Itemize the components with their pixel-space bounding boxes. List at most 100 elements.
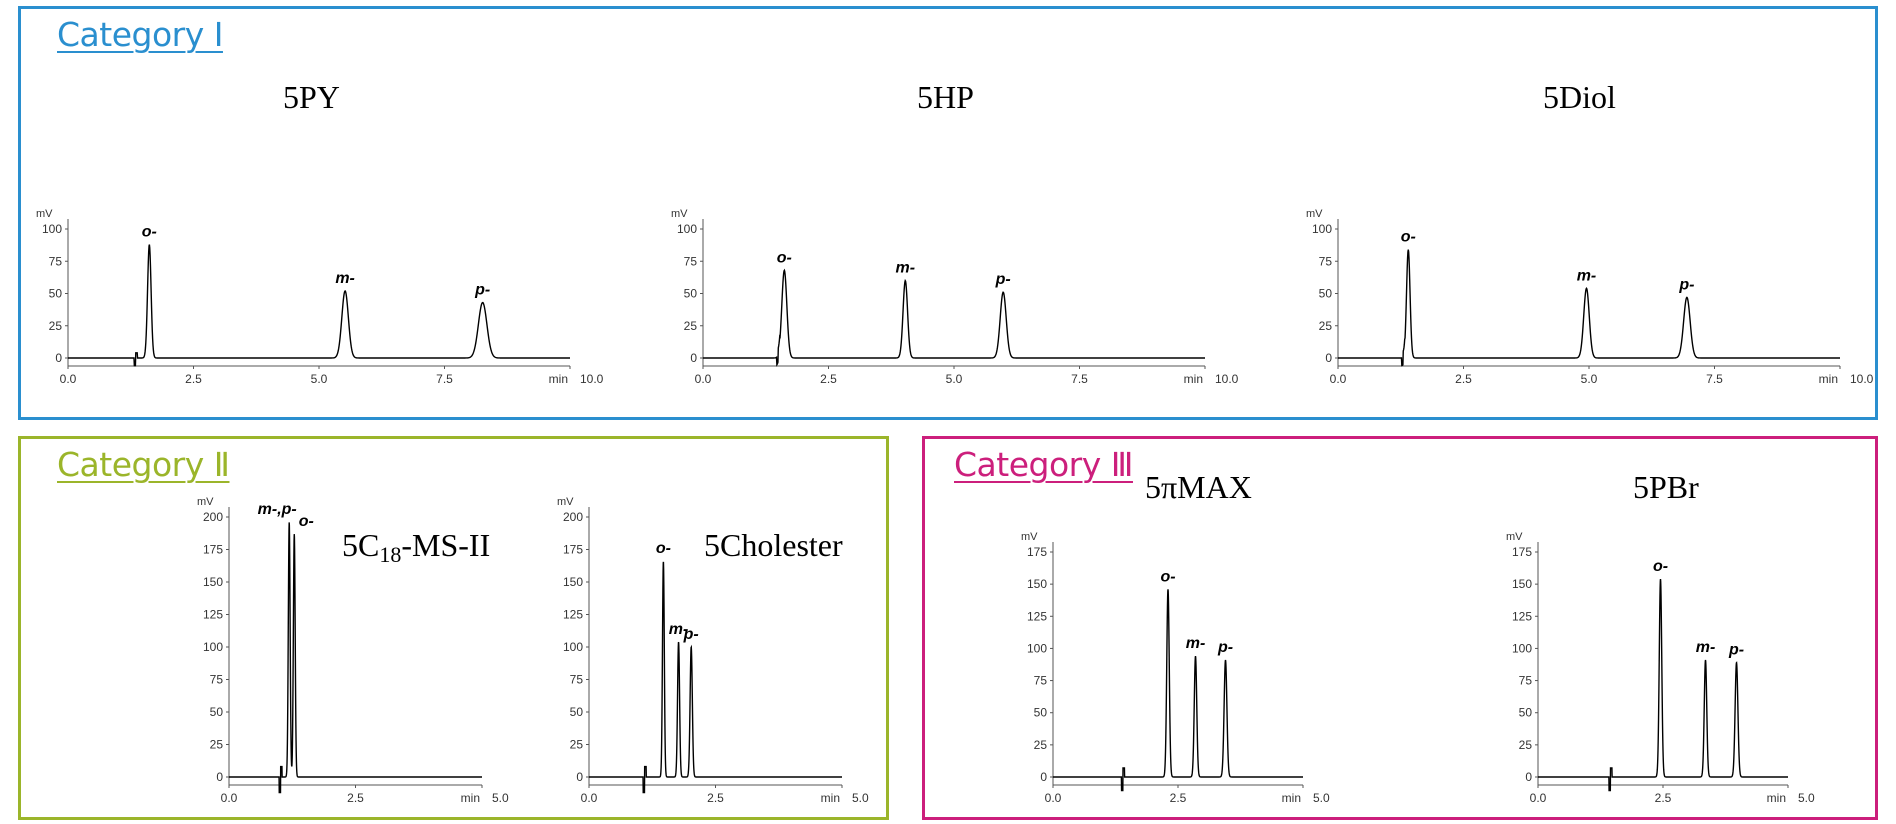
- category-1-panel: Category Ⅰ 5PY 5HP 5Diol: [18, 6, 1878, 420]
- chromatogram-5pimax: 0 25 50 75 100 125 150 175 mV 0.0 2.5 5.0 min o-m-p-: [1021, 531, 1330, 805]
- y-tick-label: 0: [1325, 351, 1332, 365]
- chromatogram-trace: [68, 244, 570, 367]
- x-tick-label: 0.0: [1530, 791, 1547, 805]
- y-tick-label: 100: [563, 640, 583, 654]
- x-tick-label: 5.0: [852, 791, 869, 805]
- x-axis-unit: min: [461, 791, 480, 805]
- y-tick-label: 50: [570, 705, 584, 719]
- x-tick-label: 5.0: [946, 372, 963, 386]
- peak-label-o: o-: [1653, 558, 1668, 575]
- x-tick-label: 7.5: [1071, 372, 1088, 386]
- x-tick-label: 0.0: [221, 791, 238, 805]
- y-tick-label: 50: [49, 287, 63, 301]
- y-axis-unit: mV: [1021, 531, 1038, 543]
- y-tick-label: 0: [690, 351, 697, 365]
- y-tick-label: 100: [42, 222, 62, 236]
- y-tick-label: 75: [1319, 254, 1333, 268]
- category-2-panel: Category Ⅱ 5C18-MS-II 5Cholester: [18, 436, 889, 820]
- y-tick-label: 25: [1034, 738, 1048, 752]
- x-axis-unit: min: [821, 791, 840, 805]
- x-axis-unit: min: [1767, 791, 1786, 805]
- peak-label-o: o-: [142, 223, 157, 240]
- x-tick-label: 0.0: [1045, 791, 1062, 805]
- y-tick-label: 25: [49, 319, 63, 333]
- peak-label-m: m-: [669, 621, 689, 638]
- y-axis-unit: mV: [36, 208, 53, 220]
- y-tick-label: 50: [1519, 706, 1533, 720]
- x-tick-label: 2.5: [707, 791, 724, 805]
- y-tick-label: 25: [210, 738, 224, 752]
- chromatogram-5c18-ms-ii: 0 25 50 75 100 125 150 175 200 mV 0.0 2.5 5.0 min m-,p…: [197, 496, 509, 805]
- x-tick-label: 2.5: [1655, 791, 1672, 805]
- peak-label-p: p-: [1728, 642, 1744, 659]
- y-tick-label: 125: [1512, 609, 1532, 623]
- peak-label-m: m-: [896, 260, 916, 277]
- y-tick-label: 125: [1027, 609, 1047, 623]
- x-axis-unit: min: [1184, 372, 1203, 386]
- chromatogram-trace: [229, 522, 482, 794]
- x-tick-label: 5.0: [311, 372, 328, 386]
- x-tick-label: 5.0: [1313, 791, 1330, 805]
- peak-label-o: o-: [1160, 568, 1175, 585]
- x-tick-label: 5.0: [492, 791, 509, 805]
- x-tick-label: 2.5: [1455, 372, 1472, 386]
- chromatogram-5hp: 0 25 50 75 100 mV 0.0 2.5 5.0 7.5 10.0 min o-m-p-: [671, 208, 1239, 386]
- y-tick-label: 100: [1027, 641, 1047, 655]
- y-tick-label: 150: [1027, 577, 1047, 591]
- peak-label-p: p-: [995, 271, 1011, 288]
- y-tick-label: 150: [1512, 577, 1532, 591]
- y-axis-unit: mV: [1506, 531, 1523, 543]
- y-tick-label: 175: [1027, 545, 1047, 559]
- peak-label-mp: m-,p-: [258, 501, 297, 518]
- x-tick-label: 2.5: [347, 791, 364, 805]
- y-tick-label: 175: [1512, 545, 1532, 559]
- y-tick-label: 25: [684, 319, 698, 333]
- y-tick-label: 50: [684, 287, 698, 301]
- chromatogram-5cholester: 0 25 50 75 100 125 150 175 200 mV 0.0 2.5 5.0 min o-m-…: [557, 496, 869, 805]
- peak-label-o: o-: [777, 249, 792, 266]
- chromatogram-trace: [703, 268, 1205, 367]
- x-axis-unit: min: [1819, 372, 1838, 386]
- category-3-panel: Category Ⅲ 5πMAX 5PBr: [922, 436, 1878, 820]
- peak-label-p: p-: [474, 282, 490, 299]
- y-tick-label: 25: [1519, 738, 1533, 752]
- y-tick-label: 50: [1034, 706, 1048, 720]
- y-tick-label: 0: [576, 770, 583, 784]
- category-2-label: Category Ⅱ: [57, 445, 230, 484]
- x-tick-label: 2.5: [185, 372, 202, 386]
- x-tick-label: 5.0: [1581, 372, 1598, 386]
- y-axis-unit: mV: [671, 208, 688, 220]
- x-tick-label: 10.0: [1850, 372, 1874, 386]
- y-axis-unit: mV: [197, 496, 214, 508]
- y-tick-label: 200: [203, 510, 223, 524]
- y-tick-label: 0: [1040, 770, 1047, 784]
- y-tick-label: 100: [1312, 222, 1332, 236]
- peak-label-m: m-: [1577, 267, 1597, 284]
- chart-title-5diol: 5Diol: [1543, 79, 1616, 115]
- peak-label-o: o-: [1401, 229, 1416, 246]
- x-tick-label: 5.0: [1798, 791, 1815, 805]
- x-tick-label: 10.0: [1215, 372, 1239, 386]
- x-tick-label: 0.0: [581, 791, 598, 805]
- chromatogram-trace: [1338, 249, 1840, 367]
- x-axis-unit: min: [1282, 791, 1301, 805]
- peak-label-o: o-: [299, 513, 314, 530]
- chromatogram-trace: [1538, 578, 1788, 792]
- y-tick-label: 75: [570, 673, 584, 687]
- peak-label-m: m-: [335, 270, 355, 287]
- y-tick-label: 175: [203, 543, 223, 557]
- y-tick-label: 0: [1525, 770, 1532, 784]
- chart-title-5c18-ms-ii: 5C18-MS-II: [342, 527, 491, 567]
- y-tick-label: 125: [203, 608, 223, 622]
- x-tick-label: 10.0: [580, 372, 604, 386]
- chart-title-5cholester: 5Cholester: [704, 527, 843, 563]
- y-tick-label: 0: [216, 770, 223, 784]
- x-tick-label: 2.5: [1170, 791, 1187, 805]
- x-tick-label: 0.0: [695, 372, 712, 386]
- x-tick-label: 7.5: [436, 372, 453, 386]
- y-axis-unit: mV: [557, 496, 574, 508]
- y-tick-label: 75: [49, 254, 63, 268]
- chart-title-5py: 5PY: [283, 79, 340, 115]
- y-tick-label: 50: [210, 705, 224, 719]
- y-axis-unit: mV: [1306, 208, 1323, 220]
